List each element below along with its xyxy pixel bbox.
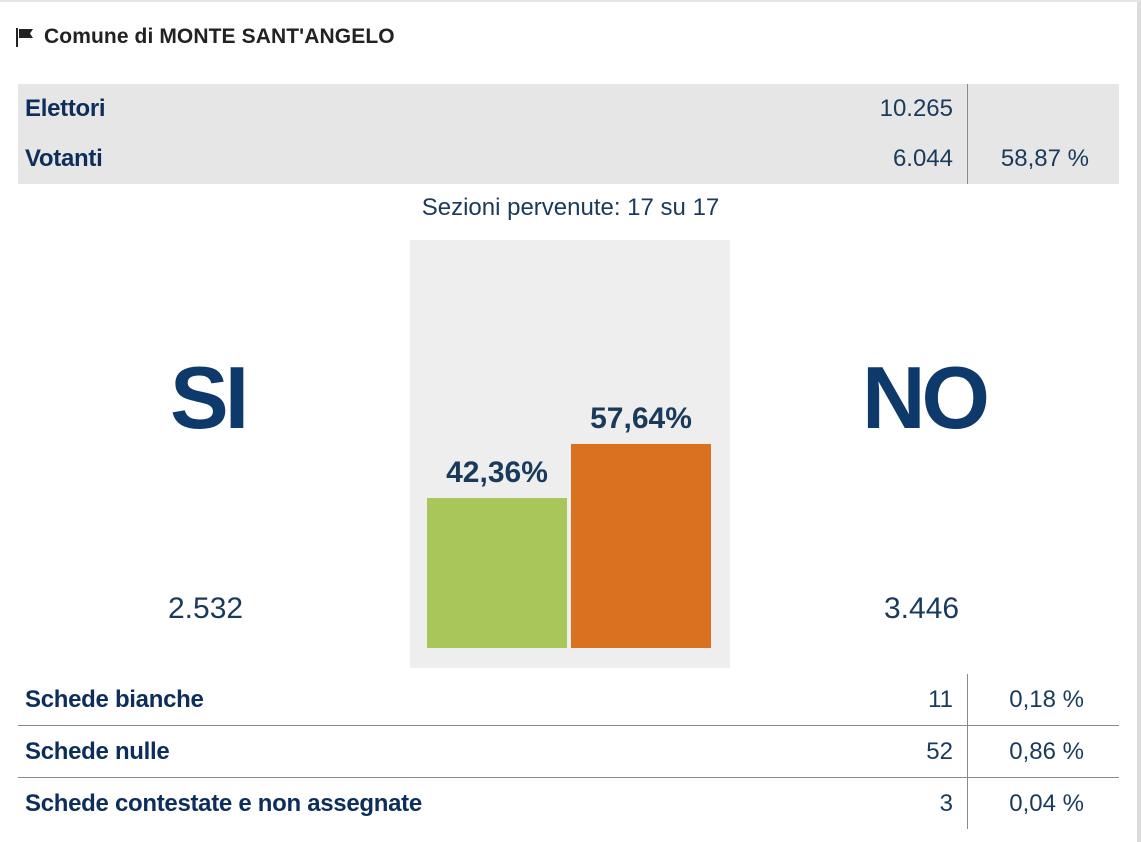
bar-label-no: 57,64% [590,402,692,435]
ballots-divider [967,674,968,725]
contested-ballots-value: 3 [939,790,953,817]
municipality-title: Comune di MONTE SANT'ANGELO [44,25,395,48]
no-label: NO [862,348,990,447]
bar-si [427,498,567,648]
summary-row-voters: Votanti 6.044 58,87 % [18,134,1119,184]
bar-no [571,443,711,648]
electors-value: 10.265 [879,95,953,122]
null-ballots-value: 52 [926,738,953,765]
contested-ballots-percent: 0,04 % [1009,790,1084,817]
summary-row-electors: Elettori 10.265 [18,84,1119,134]
null-ballots-label: Schede nulle [25,738,170,765]
ballots-divider [967,726,968,777]
ballots-row-blank: Schede bianche 11 0,18 % [18,674,1119,726]
blank-ballots-value: 11 [928,686,953,713]
si-label: SI [170,348,249,447]
turnout-summary: Elettori 10.265 Votanti 6.044 58,87 % [18,84,1119,184]
blank-ballots-percent: 0,18 % [1009,686,1084,713]
ballots-row-contested: Schede contestate e non assegnate 3 0,04… [18,778,1119,829]
top-tab-gap [0,2,265,5]
null-ballots-percent: 0,86 % [1009,738,1084,765]
electors-label: Elettori [25,95,106,122]
voters-percent: 58,87 % [1000,145,1089,172]
ballots-table: Schede bianche 11 0,18 % Schede nulle 52… [18,674,1119,829]
voters-label: Votanti [25,145,103,172]
voters-value: 6.044 [892,145,953,172]
sections-reported: Sezioni pervenute: 17 su 17 [421,194,720,221]
bar-label-si: 42,36% [446,456,548,489]
si-vote-count: 2.532 [168,592,244,625]
ballots-divider [967,778,968,829]
result-bar-chart: 42,36% 57,64% [427,402,711,648]
flag-icon [14,26,36,48]
summary-divider [967,84,968,184]
no-vote-count: 3.446 [884,592,960,625]
ballots-row-null: Schede nulle 52 0,86 % [18,726,1119,778]
contested-ballots-label: Schede contestate e non assegnate [25,790,422,817]
panel-right-border [1137,2,1141,842]
blank-ballots-label: Schede bianche [25,686,204,713]
panel-header: Comune di MONTE SANT'ANGELO [14,20,395,54]
